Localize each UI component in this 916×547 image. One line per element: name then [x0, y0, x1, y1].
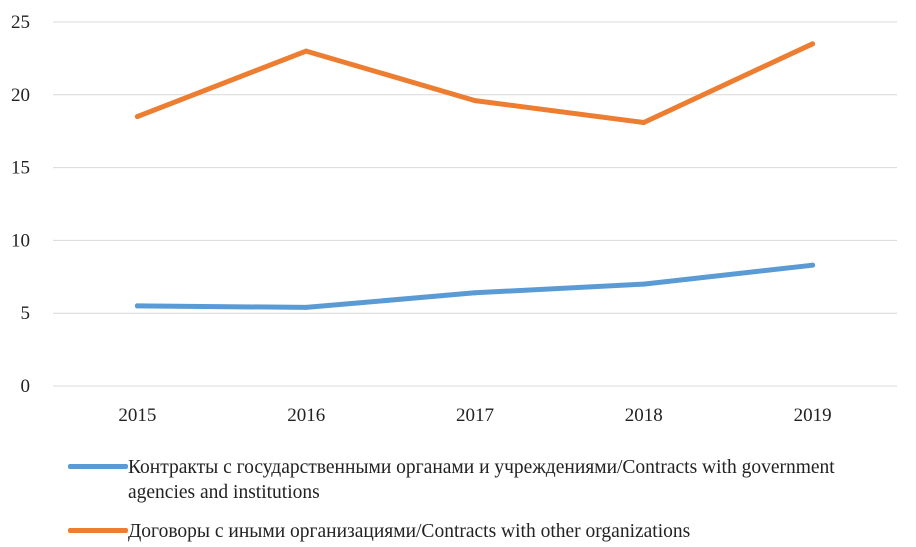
- series-1-point-2018: [641, 119, 647, 125]
- y-tick-label-10: 10: [11, 230, 30, 251]
- series-0-point-2016: [303, 304, 309, 310]
- series-1-point-2017: [472, 98, 478, 104]
- series-0-point-2015: [134, 303, 140, 309]
- legend-label-other-contracts: Договоры с иными организациями/Contracts…: [128, 521, 691, 542]
- legend-item-other-contracts: Договоры с иными организациями/Contracts…: [68, 519, 898, 544]
- x-tick-label-2016: 2016: [287, 405, 325, 426]
- y-tick-label-15: 15: [11, 158, 30, 179]
- x-tick-label-2015: 2015: [118, 405, 156, 426]
- series-0-point-2018: [641, 281, 647, 287]
- series-line-0: [134, 262, 816, 310]
- series-0-point-2019: [810, 262, 816, 268]
- y-tick-label-25: 25: [11, 12, 30, 33]
- legend-swatch-blue: [68, 464, 128, 469]
- line-chart: 0 5 10 15 20 25 2015 2016 2017 2018 2019: [11, 12, 897, 426]
- y-tick-label-0: 0: [21, 376, 31, 397]
- y-tick-label-5: 5: [21, 303, 31, 324]
- series-0-point-2017: [472, 290, 478, 296]
- legend: Контракты с государственными органами и …: [68, 455, 898, 544]
- x-axis: 2015 2016 2017 2018 2019: [118, 405, 831, 426]
- y-tick-label-20: 20: [11, 85, 30, 106]
- gridlines: [53, 21, 897, 387]
- series-1-point-2019: [810, 41, 816, 47]
- series-lines: [134, 41, 816, 310]
- series-1-point-2015: [134, 114, 140, 120]
- x-tick-label-2018: 2018: [625, 405, 663, 426]
- x-tick-label-2017: 2017: [456, 405, 494, 426]
- legend-label-government-contracts: Контракты с государственными органами и …: [128, 457, 835, 503]
- y-axis: 0 5 10 15 20 25: [11, 12, 30, 397]
- legend-item-government-contracts: Контракты с государственными органами и …: [68, 455, 898, 505]
- series-1-point-2016: [303, 48, 309, 54]
- x-tick-label-2019: 2019: [794, 405, 832, 426]
- legend-swatch-orange: [68, 528, 128, 533]
- series-line-1: [134, 41, 816, 125]
